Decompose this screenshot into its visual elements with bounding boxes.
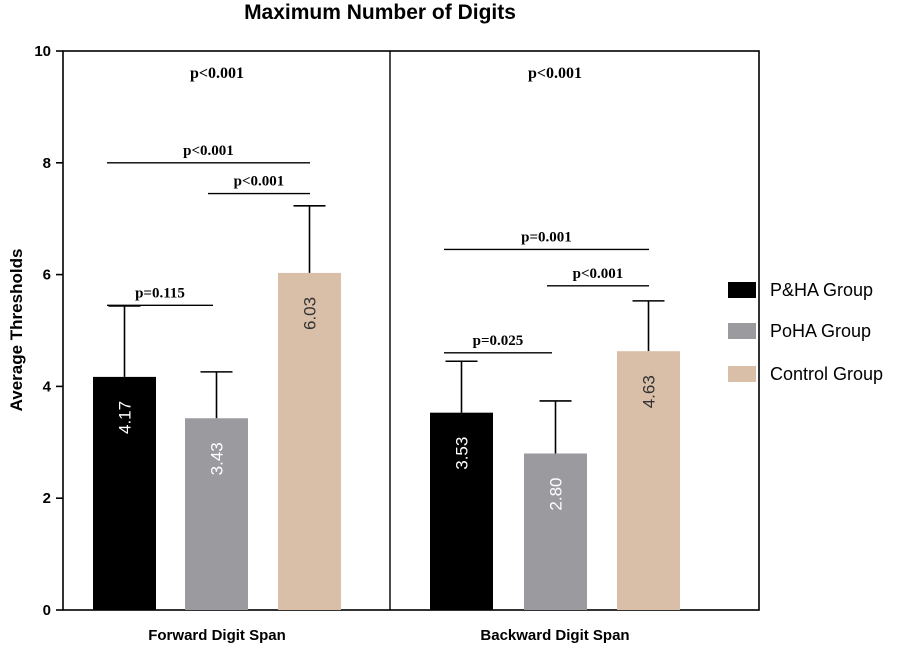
comparison-p-value: p=0.115 bbox=[135, 285, 185, 301]
legend-swatch bbox=[728, 366, 756, 382]
comparison-p-value: p<0.001 bbox=[234, 174, 285, 190]
chart-title: Maximum Number of Digits bbox=[244, 1, 516, 24]
comparison-p-value: p<0.001 bbox=[183, 143, 234, 159]
bar bbox=[185, 418, 248, 610]
bar-value-label: 4.63 bbox=[640, 375, 659, 408]
plot-area: 0 2 4 6 8 10 4.17 3.43 6.03 Forward Digit Span p<0… bbox=[34, 43, 760, 644]
bar-value-label: 2.80 bbox=[547, 477, 566, 510]
overall-p-value: p<0.001 bbox=[528, 65, 582, 82]
legend-label: P&HA Group bbox=[770, 280, 873, 300]
legend: P&HA Group PoHA Group Control Group bbox=[728, 280, 883, 384]
comparison-p-value: p=0.001 bbox=[521, 229, 572, 245]
y-tick-label: 8 bbox=[43, 155, 51, 172]
bar-value-label: 3.53 bbox=[453, 437, 472, 470]
comparison-p-value: p<0.001 bbox=[573, 266, 624, 282]
bar bbox=[430, 412, 493, 610]
bar-value-label: 6.03 bbox=[301, 297, 320, 330]
bar-value-label: 3.43 bbox=[208, 442, 227, 475]
x-category-label: Backward Digit Span bbox=[480, 627, 629, 644]
plot-frame bbox=[62, 50, 760, 611]
bar bbox=[93, 376, 156, 610]
comparison-p-value: p=0.025 bbox=[473, 333, 524, 349]
y-tick-label: 0 bbox=[43, 602, 51, 619]
bar bbox=[278, 272, 341, 610]
legend-swatch bbox=[728, 323, 756, 339]
bar bbox=[524, 453, 587, 610]
legend-label: Control Group bbox=[770, 364, 883, 384]
overall-p-value: p<0.001 bbox=[190, 65, 244, 82]
bar-value-label: 4.17 bbox=[116, 401, 135, 434]
legend-label: PoHA Group bbox=[770, 321, 871, 341]
legend-swatch bbox=[728, 282, 756, 298]
y-tick-label: 4 bbox=[43, 378, 52, 395]
y-tick-label: 2 bbox=[43, 490, 51, 507]
bar bbox=[617, 351, 680, 610]
y-axis-label: Average Thresholds bbox=[7, 249, 26, 412]
x-category-label: Forward Digit Span bbox=[148, 627, 286, 644]
y-tick-label: 10 bbox=[34, 43, 51, 60]
y-tick-label: 6 bbox=[43, 267, 51, 284]
